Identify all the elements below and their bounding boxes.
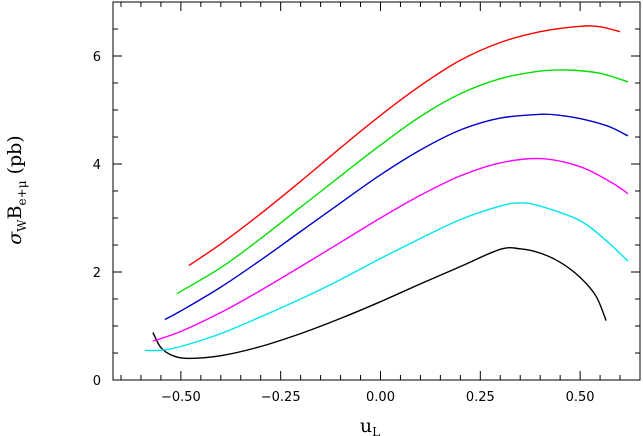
x-tick-label: −0.50: [161, 390, 201, 405]
series-line-5: [176, 69, 629, 295]
series-line-3: [152, 157, 629, 342]
y-axis-title-b-subscript: e+μ: [15, 180, 29, 205]
x-tick-label: 0.25: [466, 390, 495, 405]
y-tick-label: 4: [93, 158, 101, 173]
y-tick-label: 2: [93, 266, 101, 281]
plot-frame: [112, 1, 641, 381]
y-axis-title: σWBe+μ (pb): [4, 135, 29, 244]
y-tick-label: 0: [93, 374, 101, 389]
x-axis-title: uL: [360, 415, 380, 436]
x-tick-label: 0.50: [566, 390, 595, 405]
series-line-4: [164, 113, 629, 321]
y-axis-title-b: B: [4, 205, 26, 219]
x-axis-title-subscript: L: [372, 425, 380, 436]
y-axis-title-sigma: σ: [4, 231, 26, 245]
series-line-6: [188, 25, 621, 267]
series-group: [144, 25, 629, 360]
x-axis-title-main: u: [360, 415, 372, 436]
series-line-1: [152, 246, 607, 360]
y-tick-label: 6: [93, 50, 101, 65]
x-tick-label: 0.00: [366, 390, 395, 405]
tick-labels: −0.50 −0.25 0.00 0.25 0.50 0 2 4 6: [93, 50, 595, 405]
axis-ticks: [113, 1, 641, 381]
x-tick-label: −0.25: [261, 390, 301, 405]
y-axis-title-unit: (pb): [4, 135, 26, 180]
series-line-2: [144, 202, 629, 352]
y-axis-title-sigma-subscript: W: [15, 219, 29, 232]
